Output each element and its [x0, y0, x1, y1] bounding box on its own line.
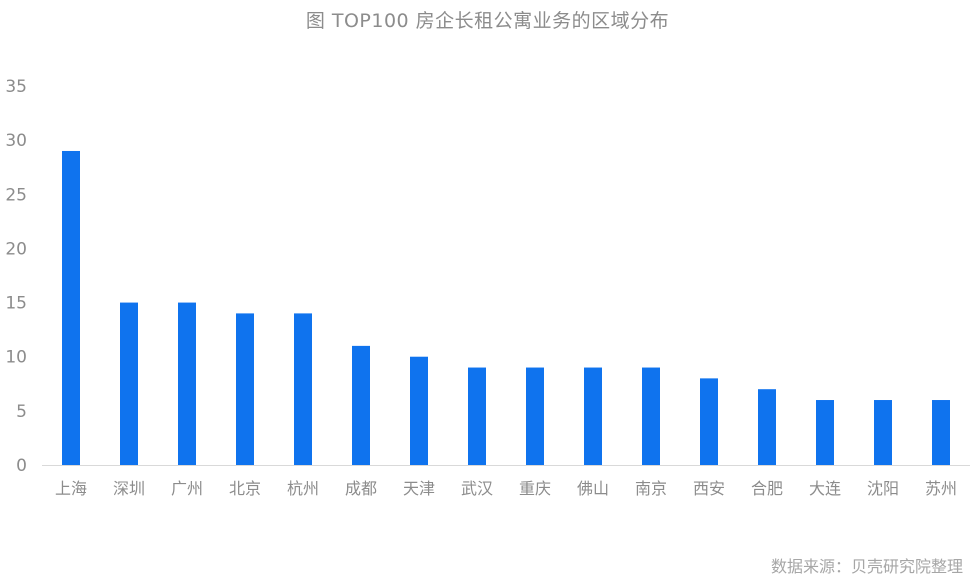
x-category-label: 大连 — [809, 479, 841, 498]
source-note: 数据来源：贝壳研究院整理 — [770, 557, 963, 576]
bar — [932, 400, 950, 465]
bar — [120, 302, 138, 465]
bar — [700, 378, 718, 465]
y-tick-label: 35 — [5, 77, 27, 97]
x-axis-category-labels: 上海 深圳 广州 北京 杭州 成都 天津 武汉 重庆 佛山 南京 西安 合肥 大连 沈阳 苏州 — [55, 479, 957, 498]
x-category-label: 沈阳 — [867, 479, 899, 498]
x-category-label: 上海 — [55, 479, 87, 498]
x-category-label: 北京 — [229, 479, 261, 498]
y-axis-tick-labels: 0 5 10 15 20 25 30 35 — [5, 77, 27, 476]
y-tick-label: 5 — [16, 402, 27, 422]
y-tick-label: 0 — [16, 456, 27, 476]
x-category-label: 杭州 — [287, 479, 319, 498]
bar — [816, 400, 834, 465]
y-tick-label: 20 — [5, 239, 27, 259]
y-tick-label: 10 — [5, 348, 27, 368]
x-category-label: 广州 — [171, 479, 203, 498]
bar — [526, 367, 544, 465]
x-category-label: 佛山 — [577, 479, 609, 498]
x-category-label: 西安 — [693, 479, 725, 498]
y-tick-label: 15 — [5, 294, 27, 314]
x-category-label: 重庆 — [519, 479, 551, 498]
x-category-label: 深圳 — [113, 479, 145, 498]
bar — [178, 302, 196, 465]
chart-title: 图 TOP100 房企长租公寓业务的区域分布 — [305, 10, 670, 32]
bar-series — [62, 150, 950, 465]
bar — [294, 313, 312, 465]
y-tick-label: 30 — [5, 131, 27, 151]
bar — [352, 345, 370, 465]
bar — [758, 389, 776, 465]
x-category-label: 南京 — [635, 479, 667, 498]
bar — [584, 367, 602, 465]
x-category-label: 合肥 — [751, 479, 783, 498]
bar — [236, 313, 254, 465]
x-category-label: 苏州 — [925, 479, 957, 498]
bar — [642, 367, 660, 465]
bar — [874, 400, 892, 465]
bar — [62, 150, 80, 465]
bar — [410, 356, 428, 465]
x-category-label: 武汉 — [461, 479, 493, 498]
y-tick-label: 25 — [5, 185, 27, 205]
x-category-label: 天津 — [403, 479, 435, 498]
x-category-label: 成都 — [345, 479, 377, 498]
bar — [468, 367, 486, 465]
